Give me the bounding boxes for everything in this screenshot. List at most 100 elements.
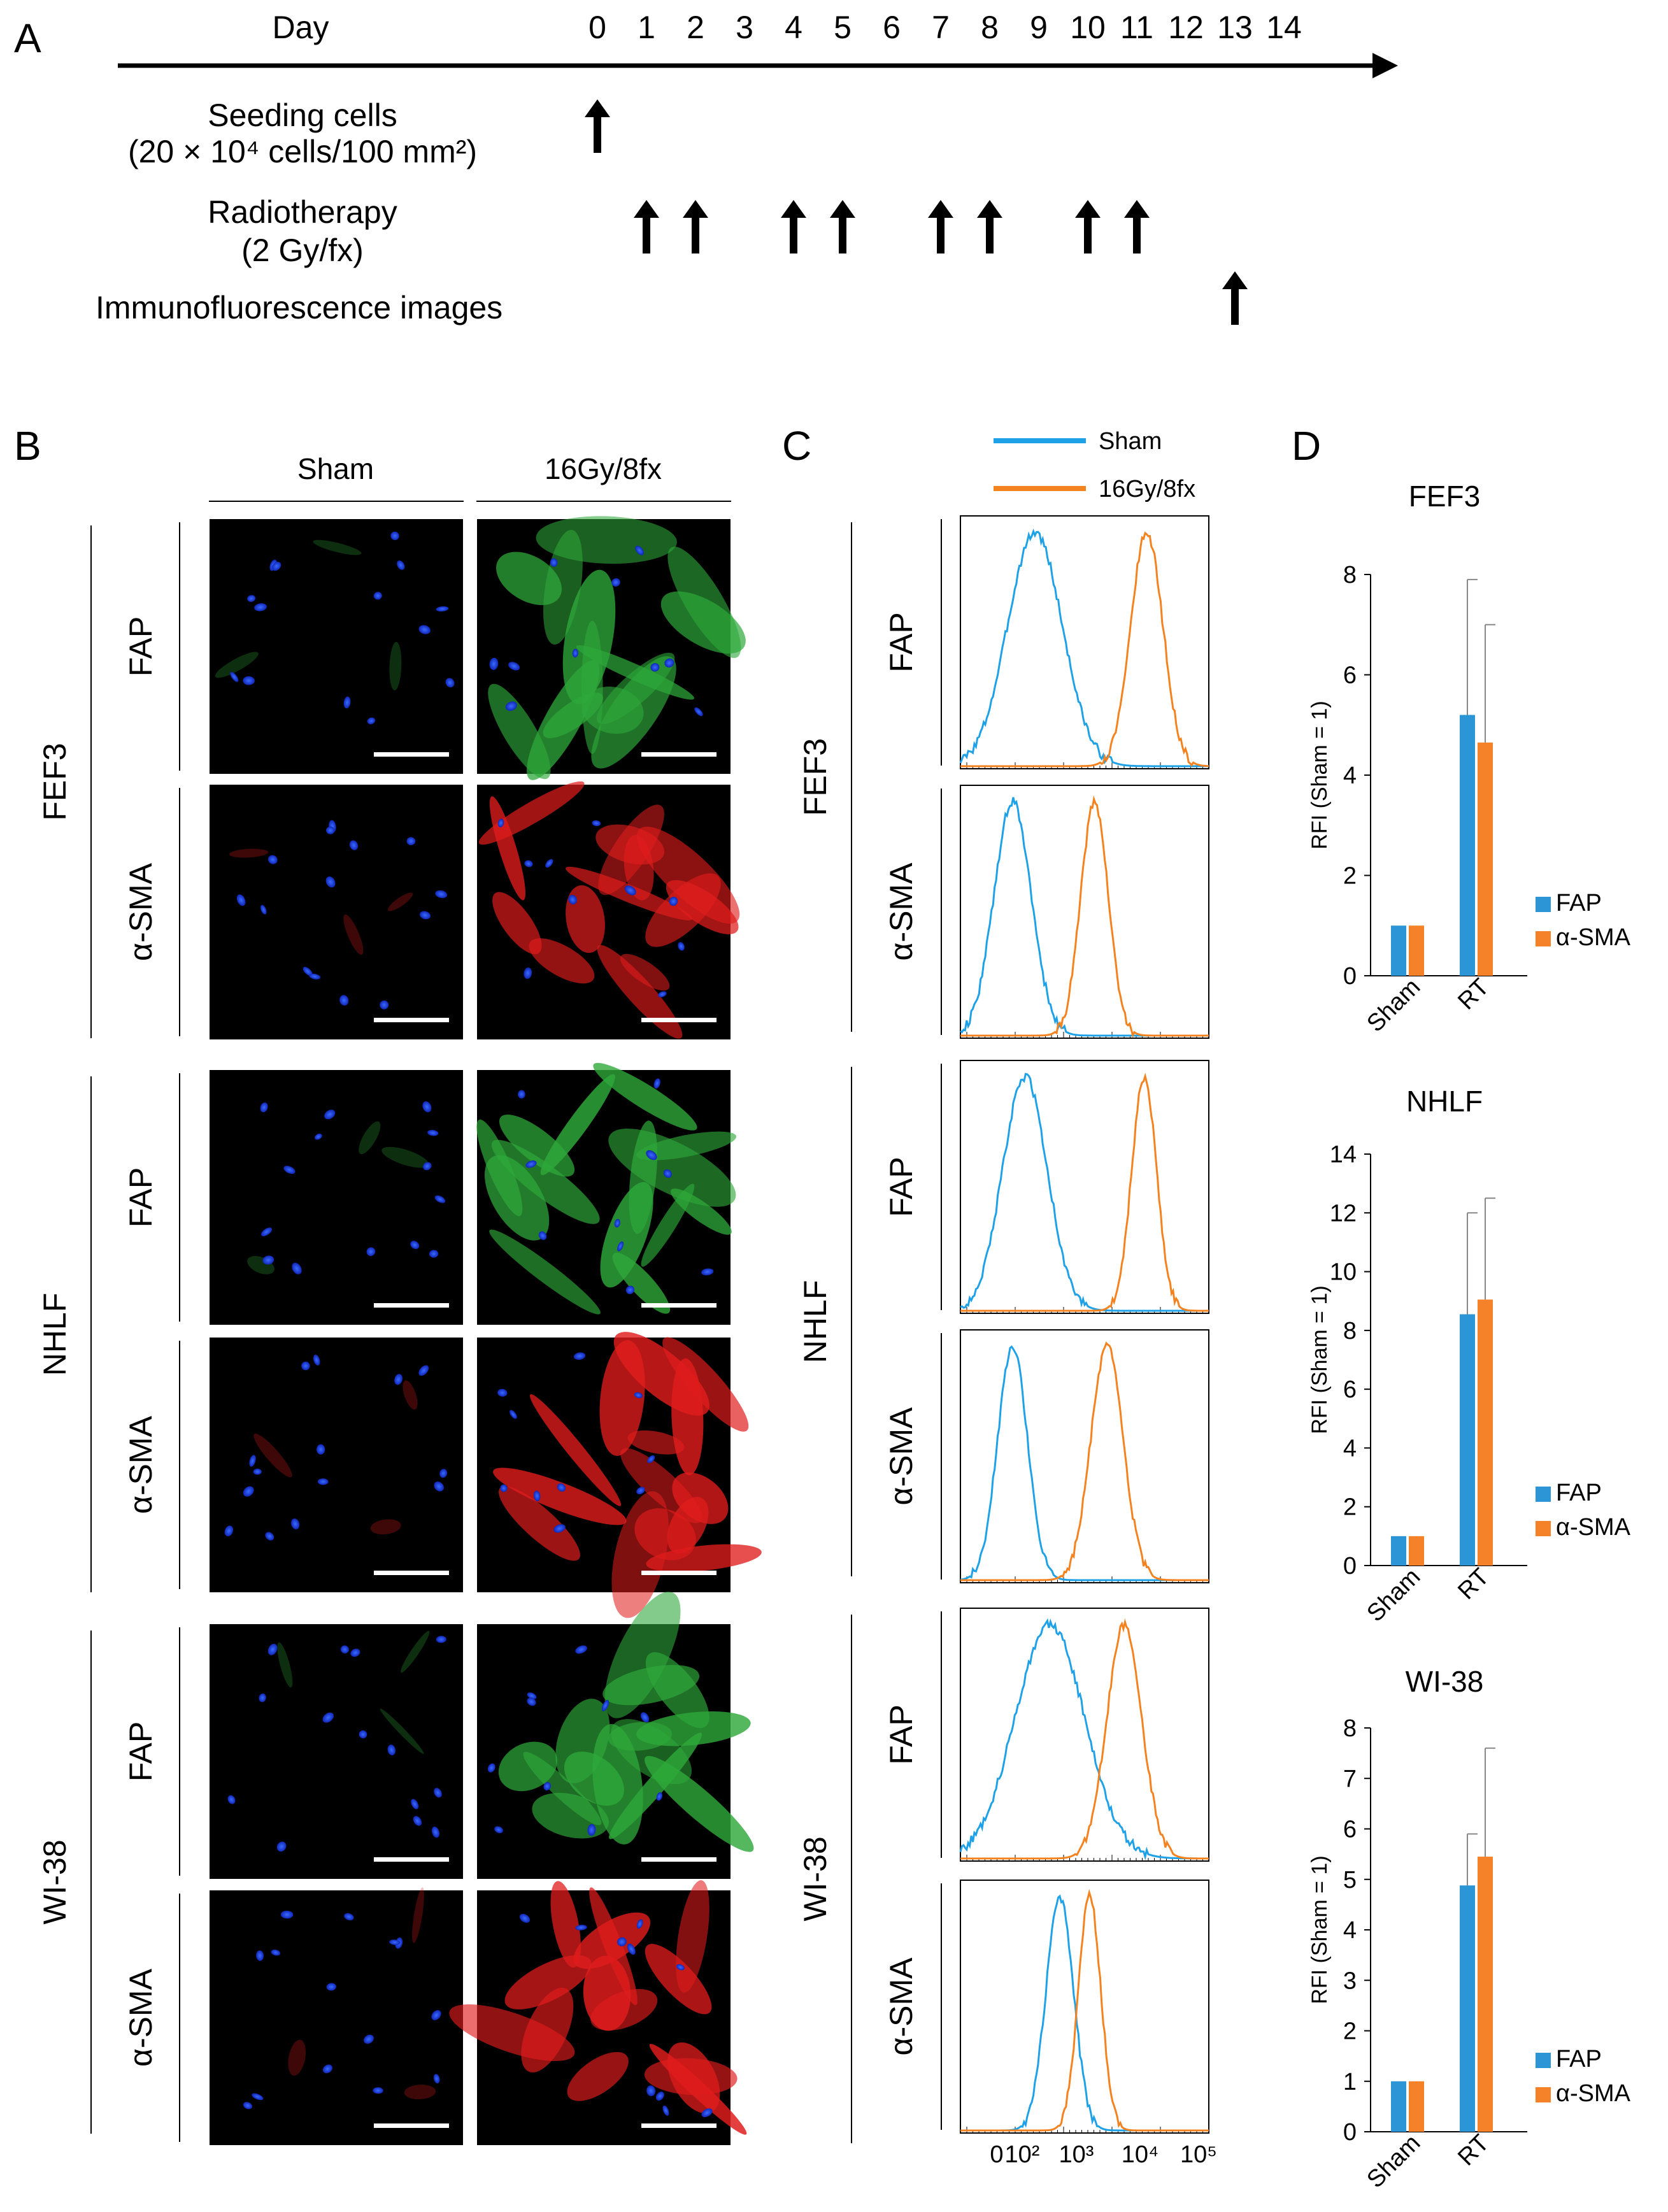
event-arrow [830,200,855,253]
micrograph-tile [477,516,746,780]
micrograph-tile [476,1062,737,1325]
bar [1391,2081,1406,2132]
panel-a: A Day 0 1 2 3 4 5 6 7 8 9 10 11 12 13 14 Seeding cells… [14,10,1398,325]
event-label: Immunofluorescence images [96,290,503,325]
bar-chart: NHLF RFI (Sham = 1) 0 2 4 6 8 10 12 14 Sham RT FAP α-… [1308,1085,1631,1627]
scale-bar [374,1857,449,1862]
histogram-frame [960,515,1209,769]
day-tick-label: 4 [785,10,802,45]
micrograph-tile [210,785,463,1039]
legend-swatch [1536,1521,1551,1536]
event-arrow [1222,271,1248,325]
panel-c-letter: C [782,423,811,469]
panel-b-letter: B [14,423,41,469]
day-tick-label: 6 [883,10,901,45]
bar [1391,1536,1406,1566]
scale-bar [641,752,716,757]
flow-cell-line-label: NHLF [797,1280,833,1364]
histogram-frame [960,1329,1209,1583]
legend-label-sham: Sham [1099,428,1162,455]
legend-swatch [1536,931,1551,946]
scale-bar [641,1303,716,1308]
timeline-day-ticks: 0 1 2 3 4 5 6 7 8 9 10 11 12 13 14 [588,10,1302,45]
flow-x-tick: 10³ [1059,2141,1094,2168]
day-tick-label: 13 [1217,10,1253,45]
event-arrow [977,200,1002,253]
cell-line-label: NHLF [37,1293,73,1376]
panel-c: C Sham 16Gy/8fx FEF3 NHLF WI-38 FAP α-SMA FAP… [782,423,1217,2168]
event-arrow [1075,200,1101,253]
day-tick-label: 9 [1030,10,1048,45]
flow-marker-label: α-SMA [883,862,919,961]
panel-d-letter: D [1292,423,1321,469]
flow-marker-label: FAP [883,1157,919,1217]
column-header-sham: Sham [297,452,374,485]
legend-swatch [1536,1487,1551,1502]
bar [1478,1857,1493,2132]
day-tick-label: 0 [588,10,606,45]
histogram-rt [960,531,1209,767]
histogram-sham [960,1894,1209,2132]
bar [1460,715,1475,976]
bar [1460,1314,1475,1566]
day-tick-label: 7 [932,10,950,45]
event-arrow [683,200,708,253]
legend-label: FAP [1556,2046,1602,2073]
day-tick-label: 12 [1168,10,1204,45]
x-tick-label: Sham [1362,2130,1425,2194]
bar-chart: FEF3 RFI (Sham = 1) 0 2 4 6 8 Sham RT FAP α-SMA [1308,480,1631,1038]
day-tick-label: 8 [981,10,999,45]
legend-label: α-SMA [1556,924,1631,951]
event-label: (2 Gy/fx) [241,232,364,268]
marker-label: α-SMA [123,862,159,961]
cell-line-label: FEF3 [37,743,73,820]
x-tick-label: RT [1453,2130,1494,2171]
scale-bar [374,1571,449,1575]
bar [1409,2081,1424,2132]
marker-label: α-SMA [123,1415,159,1514]
timeline-arrowhead [1372,53,1398,78]
histogram-frame [960,1060,1209,1314]
flow-marker-label: FAP [883,612,919,672]
flow-cell-line-label: FEF3 [797,738,833,816]
event-arrow [1124,200,1150,253]
scale-bar [641,1857,716,1862]
y-tick-label: 10 [1330,1259,1357,1286]
histogram-frame [960,1608,1209,1862]
y-tick-label: 3 [1343,1967,1357,1994]
flow-marker-label: α-SMA [883,1957,919,2056]
flow-x-tick: 10² [1005,2141,1040,2168]
y-tick-label: 2 [1343,1494,1357,1521]
event-label: Radiotherapy [208,194,397,230]
flow-cell-line-label: WI-38 [797,1836,833,1921]
event-arrow [781,200,806,253]
event-arrow [928,200,953,253]
histogram-rt [960,1618,1209,1860]
bar [1460,1885,1475,2132]
y-tick-label: 0 [1343,1553,1357,1580]
y-tick-label: 2 [1343,2018,1357,2045]
x-tick-label: Sham [1362,974,1425,1038]
legend-label: FAP [1556,890,1602,917]
histogram-sham [959,528,1209,767]
micrograph-tile [210,519,463,774]
bar [1478,742,1493,976]
y-tick-label: 8 [1343,562,1357,589]
flow-marker-label: FAP [883,1704,919,1764]
y-tick-label: 0 [1343,963,1357,990]
y-tick-label: 1 [1343,2069,1357,2095]
legend-label: FAP [1556,1480,1602,1506]
y-tick-label: 6 [1343,1376,1357,1403]
timeline-events: Seeding cells(20 × 10⁴ cells/100 mm²) Rad… [96,97,1248,325]
y-tick-label: 4 [1343,1917,1357,1944]
panel-b: B Sham 16Gy/8fx FEF3 NHLF WI-38 FAP α-SMA FAP… [14,423,762,2145]
flow-x-tick: 10⁴ [1122,2141,1159,2168]
scale-bar [374,1018,449,1022]
legend-label: α-SMA [1556,1514,1631,1541]
cell-line-label: WI-38 [37,1839,73,1924]
flow-x-tick: 10⁵ [1180,2141,1217,2168]
marker-label: FAP [123,1167,159,1227]
y-tick-label: 6 [1343,662,1357,689]
